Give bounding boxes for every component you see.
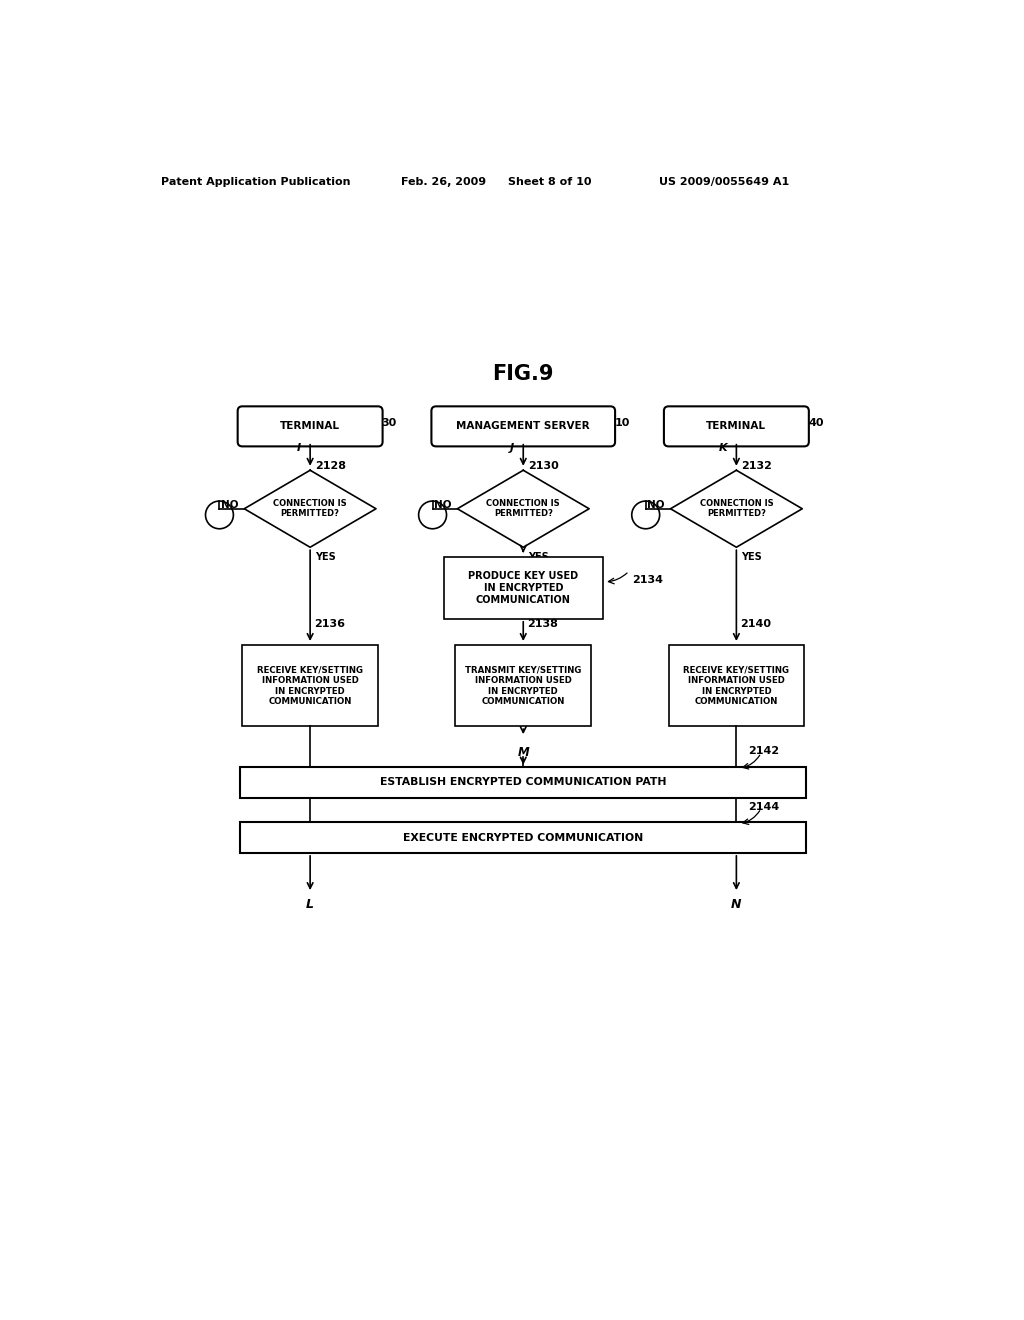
FancyBboxPatch shape — [669, 645, 804, 726]
Text: RECEIVE KEY/SETTING
INFORMATION USED
IN ENCRYPTED
COMMUNICATION: RECEIVE KEY/SETTING INFORMATION USED IN … — [257, 665, 364, 706]
FancyBboxPatch shape — [243, 645, 378, 726]
FancyBboxPatch shape — [664, 407, 809, 446]
Text: CONNECTION IS
PERMITTED?: CONNECTION IS PERMITTED? — [486, 499, 560, 519]
Text: 2142: 2142 — [748, 746, 779, 756]
Text: 2132: 2132 — [741, 462, 772, 471]
Text: K: K — [719, 444, 727, 453]
Text: M: M — [517, 746, 529, 759]
Text: TERMINAL: TERMINAL — [707, 421, 766, 432]
FancyBboxPatch shape — [241, 822, 806, 853]
Polygon shape — [671, 470, 802, 548]
Text: L: L — [306, 898, 314, 911]
Text: 30: 30 — [382, 418, 397, 428]
Text: NO: NO — [647, 500, 665, 510]
Text: 2136: 2136 — [314, 619, 345, 628]
Text: YES: YES — [741, 552, 762, 562]
FancyBboxPatch shape — [238, 407, 383, 446]
Text: TERMINAL: TERMINAL — [281, 421, 340, 432]
Text: EXECUTE ENCRYPTED COMMUNICATION: EXECUTE ENCRYPTED COMMUNICATION — [403, 833, 643, 842]
Text: 10: 10 — [614, 418, 630, 428]
Text: 2130: 2130 — [528, 462, 559, 471]
Text: US 2009/0055649 A1: US 2009/0055649 A1 — [658, 177, 790, 187]
Text: CONNECTION IS
PERMITTED?: CONNECTION IS PERMITTED? — [273, 499, 347, 519]
Text: 2140: 2140 — [740, 619, 771, 628]
Text: NO: NO — [220, 500, 238, 510]
Text: N: N — [731, 898, 741, 911]
Text: J: J — [510, 444, 514, 453]
Text: YES: YES — [528, 552, 549, 562]
Text: Feb. 26, 2009: Feb. 26, 2009 — [400, 177, 486, 187]
Text: I: I — [297, 444, 301, 453]
FancyBboxPatch shape — [443, 557, 603, 619]
Text: 2144: 2144 — [748, 801, 779, 812]
Text: RECEIVE KEY/SETTING
INFORMATION USED
IN ENCRYPTED
COMMUNICATION: RECEIVE KEY/SETTING INFORMATION USED IN … — [683, 665, 790, 706]
Text: 2128: 2128 — [314, 462, 346, 471]
Text: YES: YES — [314, 552, 336, 562]
Text: MANAGEMENT SERVER: MANAGEMENT SERVER — [457, 421, 590, 432]
Text: 40: 40 — [808, 418, 823, 428]
Polygon shape — [245, 470, 376, 548]
Text: FIG.9: FIG.9 — [493, 364, 554, 384]
Text: TRANSMIT KEY/SETTING
INFORMATION USED
IN ENCRYPTED
COMMUNICATION: TRANSMIT KEY/SETTING INFORMATION USED IN… — [465, 665, 582, 706]
FancyBboxPatch shape — [241, 767, 806, 797]
Text: Sheet 8 of 10: Sheet 8 of 10 — [508, 177, 591, 187]
Text: ESTABLISH ENCRYPTED COMMUNICATION PATH: ESTABLISH ENCRYPTED COMMUNICATION PATH — [380, 777, 667, 787]
Polygon shape — [458, 470, 589, 548]
Text: 2138: 2138 — [527, 619, 558, 628]
FancyBboxPatch shape — [431, 407, 615, 446]
Text: PRODUCE KEY USED
IN ENCRYPTED
COMMUNICATION: PRODUCE KEY USED IN ENCRYPTED COMMUNICAT… — [468, 572, 579, 605]
Text: Patent Application Publication: Patent Application Publication — [161, 177, 350, 187]
Text: CONNECTION IS
PERMITTED?: CONNECTION IS PERMITTED? — [699, 499, 773, 519]
Text: 2134: 2134 — [632, 576, 664, 585]
Text: NO: NO — [434, 500, 452, 510]
FancyBboxPatch shape — [456, 645, 591, 726]
